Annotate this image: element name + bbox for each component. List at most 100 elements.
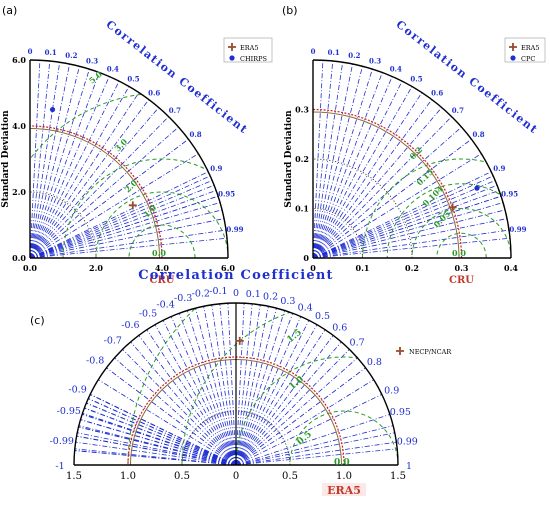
panel-c-corr-tick-label: -0.3	[174, 293, 192, 304]
panel-b-corr-line	[312, 60, 334, 259]
panel-c-corr-line	[235, 303, 253, 466]
panel-b-corr-tick-label: 0.6	[431, 88, 443, 97]
panel-a-corr-line	[29, 86, 130, 259]
panel-a-corr-tick-label: 0.7	[169, 106, 181, 115]
panel-c-corr-line	[235, 303, 245, 466]
panel-a-legend-entry: CHIRPS	[240, 55, 267, 63]
panel-c-corr-line	[235, 448, 398, 466]
panel-b-x-tick-label: 0.1	[356, 263, 370, 273]
panel-c-corr-line	[146, 329, 237, 466]
panel-a-corr-line	[29, 184, 215, 259]
panel-a-outer-arc	[29, 59, 229, 259]
panel-a-x-tick-label: 0.0	[23, 263, 37, 273]
panel-a-corr-line	[29, 218, 225, 259]
panel-a-rms-circle	[62, 158, 228, 258]
panel-c-corr-line	[235, 313, 294, 466]
panel-c-corr-line	[235, 432, 395, 466]
panel-a-corr-tick-label: 0.2	[65, 51, 77, 60]
panel-a-point-era5	[128, 201, 137, 210]
panel-b-rms-label: 0.05	[431, 209, 452, 230]
panel-c-corr-line	[235, 316, 302, 466]
panel-b-corr-line	[312, 195, 502, 259]
panel-a-point-chirps	[49, 106, 56, 113]
panel-a-x-tick-label: 4.0	[155, 263, 169, 273]
panel-a-rms-label: 5.0	[87, 69, 104, 86]
panel-b-rms-circle	[386, 183, 511, 258]
panel-c-corr-line	[98, 379, 237, 466]
panel-c-corr-line	[235, 379, 374, 466]
panel-a-corr-tick-label: 0.9	[210, 164, 222, 173]
panel-c-reference-label-bg	[322, 483, 366, 496]
panel-c-corr-line	[235, 394, 382, 466]
panel-a-rms-label: 0.0	[152, 248, 166, 258]
panel-a-corr-line	[29, 99, 150, 259]
panel-b-corr-line	[312, 81, 403, 259]
panel-c-corr-tick-label: 1	[406, 461, 412, 472]
panel-c-corr-line	[203, 306, 237, 466]
panel-b-std-arc	[312, 208, 363, 259]
panel-b-x-tick-label: 0	[310, 263, 316, 273]
panel-a-corr-tick-label: 0	[28, 47, 33, 56]
panel-b-corr-line	[312, 69, 373, 259]
panel-c-rms-label: 0.0	[334, 458, 350, 468]
panel-b-corr-tick-label: 0.1	[328, 48, 340, 57]
panel-c-corr-line-dense	[88, 398, 237, 466]
panel-a-y-tick-label: 4.0	[12, 121, 26, 131]
panel-a-group: (a) 0.0 2.0 4.0 6.0 0.0 2.0 4.0 6.0 Standard Devi…	[1, 4, 273, 286]
panel-c-rms-label: 1.0	[288, 375, 306, 393]
panel-b-corr-line	[312, 171, 492, 259]
panel-a-legend-marker	[229, 55, 235, 61]
panel-c-rms-label: 0.5	[296, 430, 314, 448]
panel-b-corr-tick-label: 0.5	[410, 75, 422, 84]
panel-a-corr-line	[29, 209, 223, 259]
panel-b-corr-line	[312, 237, 511, 259]
panel-a-corr-line	[29, 138, 189, 259]
panel-c-legend-entry: NECP/NCAR	[409, 348, 452, 356]
panel-a-corr-tick-label: 0.3	[86, 57, 98, 66]
panel-b-x-tick-label: 0.4	[504, 263, 518, 273]
panel-c-corr-tick-label: 0.6	[332, 323, 347, 334]
panel-a-rms-label: 3.0	[112, 136, 129, 153]
panel-c-rms-circle	[235, 356, 398, 465]
panel-a-corr-line	[29, 66, 80, 259]
panel-b-point-cpc	[474, 185, 480, 191]
panel-b-corr-line	[312, 184, 498, 259]
panel-a-corr-title: Correlation Coefficient	[104, 18, 251, 137]
panel-a-corr-line	[29, 175, 211, 259]
panel-c-corr-line	[154, 324, 237, 466]
panel-c-corr-line	[195, 308, 237, 466]
panel-c-corr-line	[227, 303, 237, 466]
panel-b-corr-line	[312, 76, 393, 259]
panel-a-x-tick-label: 2.0	[89, 263, 103, 273]
panel-c-corr-line	[138, 335, 237, 466]
panel-a-ylabel: Standard Deviation	[1, 110, 11, 208]
panel-b-corr-line	[312, 153, 482, 259]
panel-a-corr-line	[29, 190, 217, 259]
panel-a-corr-tick-label: 0.1	[45, 48, 57, 57]
panel-b-corr-tick-label: 0.8	[473, 130, 485, 139]
panel-b-corr-line	[312, 66, 363, 259]
panel-b-y-tick-label: 0	[303, 253, 309, 263]
panel-b-corr-line	[312, 72, 383, 259]
panel-c-corr-line-dense	[86, 402, 237, 466]
panel-b-corr-line	[312, 180, 496, 259]
panel-a-corr-tick-label: 0.99	[226, 225, 243, 234]
panel-c-corr-line	[235, 357, 358, 466]
panel-b-corr-tick-label: 0.4	[390, 64, 402, 73]
panel-b-corr-tick-label: 0.9	[493, 164, 505, 173]
panel-c-legend-marker	[396, 347, 404, 355]
panel-c-corr-tick-label: 0.7	[350, 337, 365, 348]
panel-b-corr-line	[312, 60, 324, 259]
panel-c-corr-line	[187, 310, 237, 466]
panel-b-corr-line	[312, 126, 462, 259]
panel-c-corr-tick-label: -0.4	[156, 300, 174, 311]
panel-c-corr-line	[74, 448, 237, 466]
panel-c-corr-tick-label: 0.3	[280, 296, 295, 307]
panel-c-corr-tick-label: -0.2	[192, 289, 210, 300]
panel-a-y-tick-label: 6.0	[12, 55, 26, 65]
panel-a-legend-marker	[228, 43, 236, 51]
panel-c-corr-tick-label: -0.7	[104, 335, 122, 346]
panel-b-corr-tick-label: 0.3	[369, 57, 381, 66]
panel-a-corr-line	[29, 237, 228, 259]
